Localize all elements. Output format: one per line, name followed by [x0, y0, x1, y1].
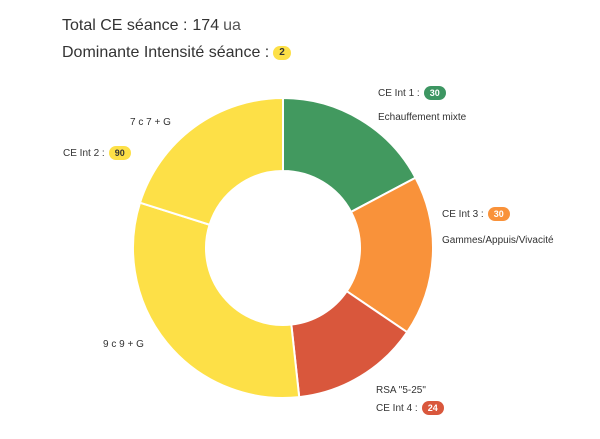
- label-9c9: 9 c 9 + G: [103, 339, 144, 350]
- label-ce-int-4: CE Int 4 : 24: [376, 401, 444, 415]
- label-rsa-text: RSA "5-25": [376, 385, 426, 396]
- label-ce-int-2-text: CE Int 2 :: [63, 147, 105, 159]
- donut-slice-7-c-7-g: [138, 96, 284, 226]
- label-rsa: RSA "5-25": [376, 385, 426, 396]
- label-gammes: Gammes/Appuis/Vivacité: [442, 235, 554, 246]
- donut-slice-9-c-9-g: [132, 201, 301, 399]
- label-7c7-text: 7 c 7 + G: [130, 117, 171, 128]
- label-ce-int-1-badge: 30: [423, 86, 446, 100]
- label-ce-int-3: CE Int 3 : 30: [442, 207, 510, 221]
- label-ce-int-1-text: CE Int 1 :: [378, 87, 420, 99]
- dominant-intensity-line: Dominante Intensité séance : 2: [62, 44, 291, 62]
- label-ce-int-3-text: CE Int 3 :: [442, 208, 484, 220]
- label-7c7: 7 c 7 + G: [130, 117, 171, 128]
- label-gammes-text: Gammes/Appuis/Vivacité: [442, 235, 554, 246]
- total-ce-line: Total CE séance : 174 ua: [62, 17, 241, 35]
- dominant-intensity-label: Dominante Intensité séance :: [62, 44, 270, 61]
- label-echauffement-text: Echauffement mixte: [378, 112, 467, 123]
- label-ce-int-3-badge: 30: [487, 207, 510, 221]
- label-ce-int-2-badge: 90: [108, 146, 131, 160]
- label-ce-int-2: CE Int 2 : 90: [63, 146, 131, 160]
- total-ce-unit: ua: [223, 17, 241, 34]
- total-ce-label: Total CE séance :: [62, 17, 188, 34]
- label-9c9-text: 9 c 9 + G: [103, 339, 144, 350]
- dominant-intensity-badge: 2: [273, 46, 291, 60]
- label-ce-int-1: CE Int 1 : 30: [378, 86, 446, 100]
- label-ce-int-4-badge: 24: [421, 401, 444, 415]
- donut-slices: [132, 96, 434, 399]
- label-echauffement: Echauffement mixte: [378, 112, 466, 123]
- label-ce-int-4-text: CE Int 4 :: [376, 402, 418, 414]
- total-ce-value: 174: [192, 17, 220, 34]
